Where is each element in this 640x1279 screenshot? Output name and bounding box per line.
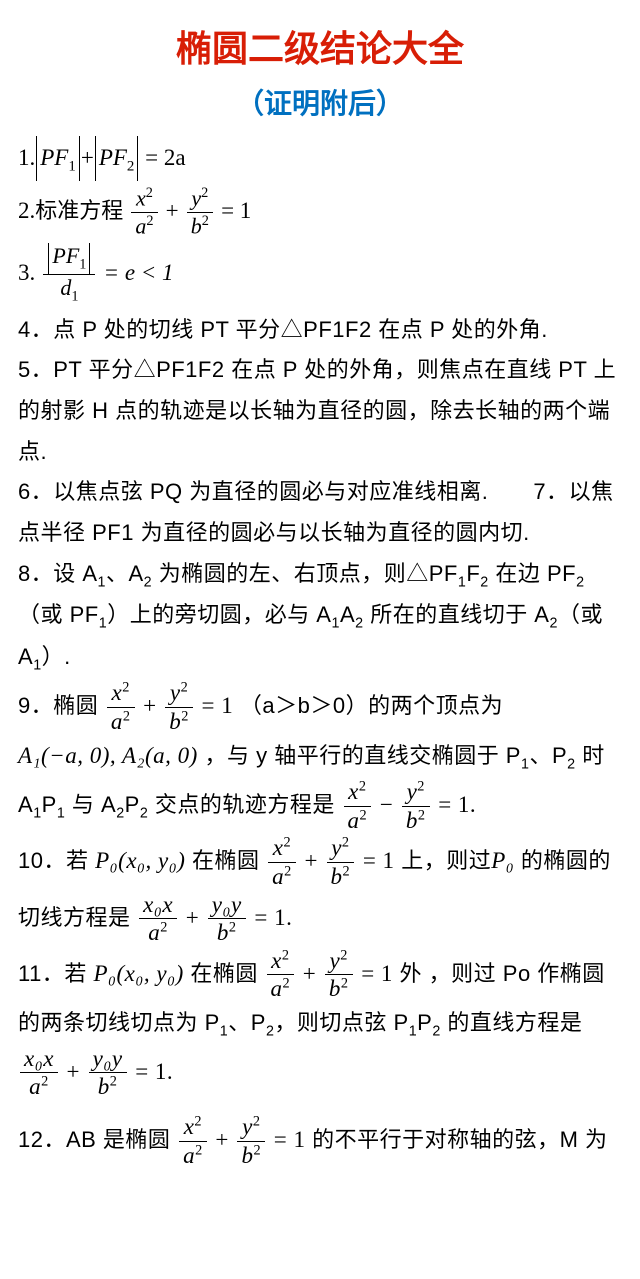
item-2: 2.标准方程 x2a2 + y2b2 = 1	[18, 185, 622, 239]
item-12: 12．AB 是椭圆 x2a2 + y2b2 = 1 的不平行于对称轴的弦，M 为	[18, 1113, 622, 1169]
item-6-7: 6．以焦点弦 PQ 为直径的圆必与对应准线相离. 7．以焦点半径 PF1 为直径…	[18, 472, 622, 553]
main-title: 椭圆二级结论大全	[18, 20, 622, 72]
item1-num: 1.	[18, 145, 35, 170]
item-8: 8．设 A1、A2 为椭圆的左、右顶点，则△PF1F2 在边 PF2（或 PF1…	[18, 554, 622, 679]
item-9: 9．椭圆 x2a2 + y2b2 = 1 （a＞b＞0）的两个顶点为 A₁(−a…	[18, 679, 622, 834]
item-5: 5．PT 平分△PF1F2 在点 P 处的外角，则焦点在直线 PT 上的射影 H…	[18, 350, 622, 472]
item-10: 10．若 P₀(x₀, y₀) 在椭圆 x2a2 + y2b2 = 1 上，则过…	[18, 834, 622, 946]
item-11: 11．若 P₀(x₀, y₀) 在椭圆 x2a2 + y2b2 = 1 外 ，则…	[18, 947, 622, 1101]
item-4: 4．点 P 处的切线 PT 平分△PF1F2 在点 P 处的外角.	[18, 310, 622, 351]
subtitle: （证明附后）	[18, 82, 622, 122]
document-container: 椭圆二级结论大全 （证明附后） 1.PF1+PF2 = 2a 2.标准方程 x2…	[0, 0, 640, 1169]
item-1: 1.PF1+PF2 = 2a	[18, 136, 622, 181]
item-3: 3. PF1 d1 = e < 1	[18, 243, 622, 305]
